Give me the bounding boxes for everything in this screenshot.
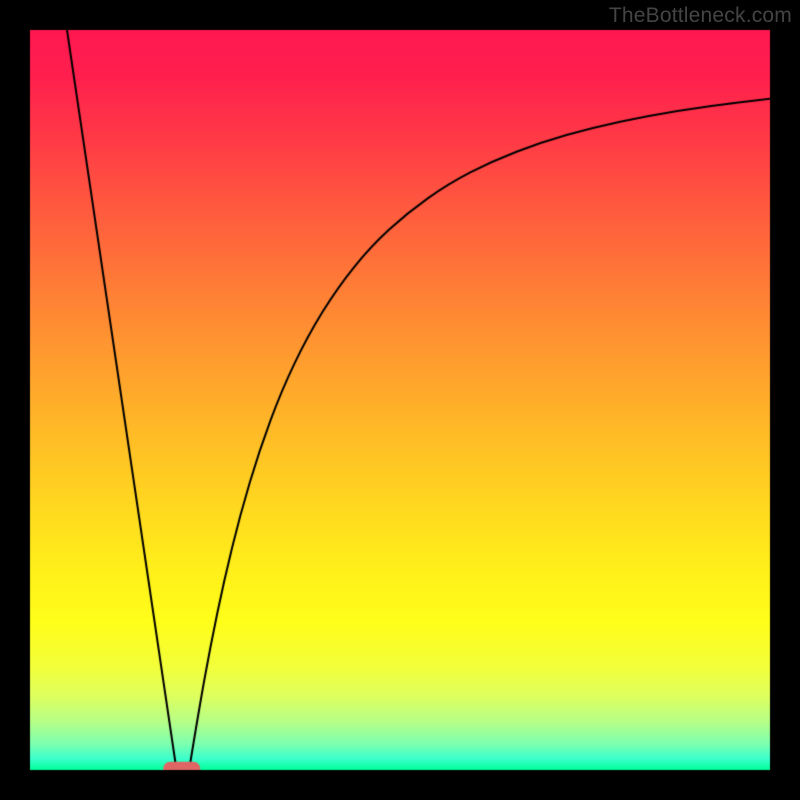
- chart-container: TheBottleneck.com: [0, 0, 800, 800]
- watermark-text: TheBottleneck.com: [609, 4, 792, 28]
- bottleneck-chart-canvas: [0, 0, 800, 800]
